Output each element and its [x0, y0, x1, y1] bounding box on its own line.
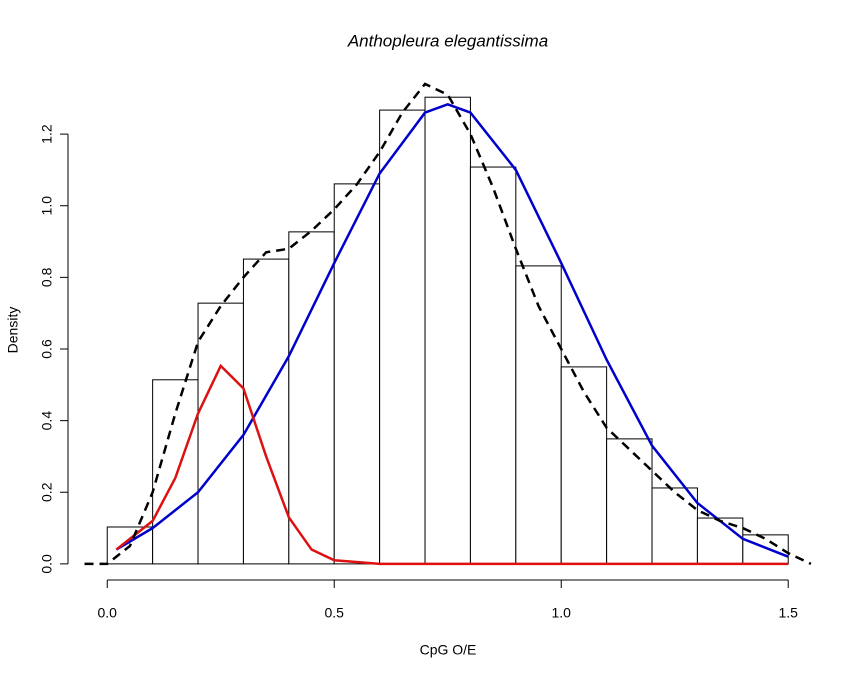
histogram-bar [560, 366, 608, 565]
histogram-bar [742, 534, 789, 565]
histogram-bar [606, 438, 653, 565]
density-curve [84, 82, 812, 566]
x-axis-label: CpG O/E [420, 642, 477, 658]
histogram-bar [651, 487, 698, 565]
y-tick-label: 0.4 [39, 411, 55, 431]
x-tick-label: 1.5 [778, 605, 798, 621]
density-curve [115, 103, 789, 558]
y-tick-label: 1.0 [39, 196, 55, 216]
y-tick-label: 0.6 [39, 339, 55, 359]
chart-title: Anthopleura elegantissima [347, 31, 548, 50]
density-curve [115, 363, 789, 566]
histogram-bar [152, 379, 199, 565]
y-axis-label: Density [5, 307, 21, 354]
x-tick-label: 0.5 [324, 605, 344, 621]
histogram-bar [469, 166, 517, 565]
y-tick-label: 0.2 [39, 482, 55, 502]
histogram-bar [379, 109, 426, 565]
histogram-bar [515, 265, 562, 565]
histogram-bar [424, 96, 471, 565]
y-tick-label: 1.2 [39, 124, 55, 144]
y-tick-label: 0.8 [39, 267, 55, 287]
histogram-bar [288, 231, 335, 565]
histogram-bar [333, 183, 381, 565]
histogram-bar [197, 302, 244, 565]
x-tick-label: 0.0 [98, 605, 118, 621]
x-tick-label: 1.0 [551, 605, 571, 621]
y-tick-label: 0.0 [39, 554, 55, 574]
